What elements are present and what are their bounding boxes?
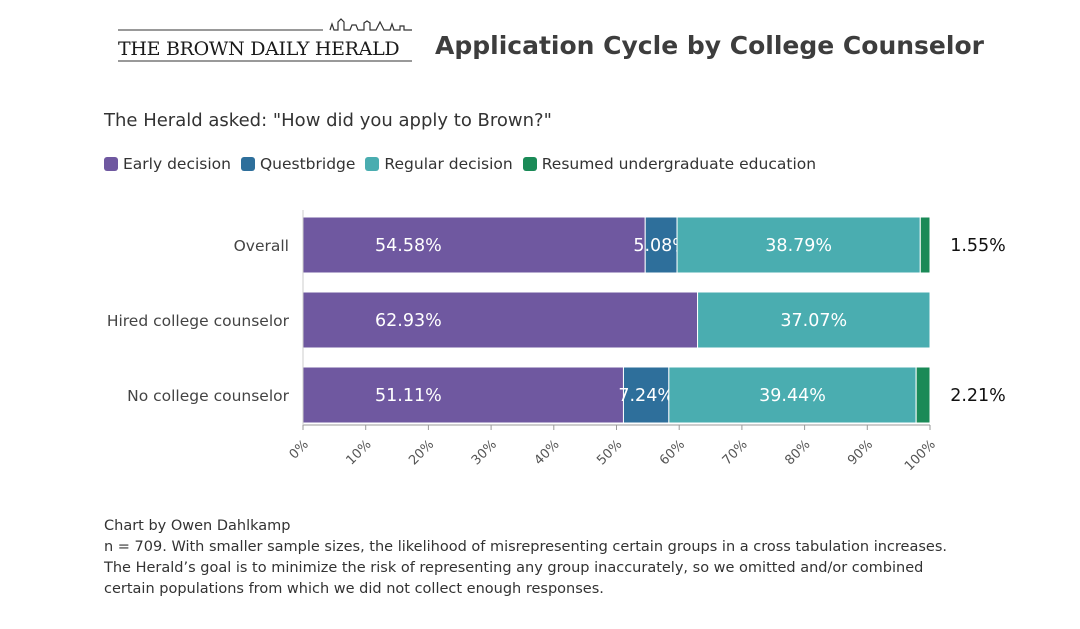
bar-segment	[302, 216, 646, 274]
herald-logo: THE BROWN DAILY HERALD	[118, 18, 412, 64]
x-tick-label: 40%	[532, 437, 563, 468]
chart-title: Application Cycle by College Counselor	[435, 31, 984, 60]
chart-note: n = 709. With smaller sample sizes, the …	[104, 539, 947, 597]
legend-item-0: Early decision	[104, 155, 231, 173]
stacked-bar-chart: Overall 54.58% 5.08% 38.79% 1.55% Hired colle…	[107, 210, 1006, 474]
bar-segment	[302, 366, 624, 424]
bar-segment	[697, 291, 931, 349]
legend-label: Resumed undergraduate education	[541, 155, 817, 173]
x-tick-label: 90%	[845, 437, 876, 468]
bar-segment	[668, 366, 917, 424]
bar-segment	[915, 366, 931, 424]
x-tick-label: 60%	[657, 437, 688, 468]
chart-credit: Chart by Owen Dahlkamp	[104, 518, 291, 534]
legend-item-1: Questbridge	[240, 155, 356, 173]
data-label: 5.08%	[633, 236, 689, 256]
legend-item-3: Resumed undergraduate education	[522, 155, 817, 173]
bar-segment	[919, 216, 931, 274]
legend-swatch	[365, 157, 380, 171]
legend-label: Questbridge	[259, 155, 356, 173]
legend-swatch	[522, 157, 537, 171]
data-label: 62.93%	[375, 311, 442, 331]
category-label: No college counselor	[127, 387, 290, 405]
legend-label: Early decision	[123, 155, 231, 173]
data-label: 51.11%	[375, 386, 442, 406]
x-tick-label: 70%	[720, 437, 751, 468]
x-tick-label: 100%	[902, 437, 939, 474]
chart-footer: Chart by Owen Dahlkamp n = 709. With sma…	[104, 516, 964, 600]
category-label: Overall	[234, 237, 289, 255]
legend-label: Regular decision	[384, 155, 513, 173]
data-label: 37.07%	[780, 311, 847, 331]
logo-masthead: THE BROWN DAILY HERALD	[118, 38, 400, 60]
chart-legend: Early decision Questbridge Regular decisio…	[104, 155, 826, 173]
data-label: 54.58%	[375, 236, 442, 256]
x-tick-label: 0%	[287, 437, 312, 462]
category-label: Hired college counselor	[107, 312, 290, 330]
x-tick-label: 50%	[594, 437, 625, 468]
x-tick-label: 30%	[469, 437, 500, 468]
legend-item-2: Regular decision	[365, 155, 513, 173]
logo-skyline-graphic	[118, 18, 412, 62]
data-label: 7.24%	[618, 386, 674, 406]
chart-subtitle: The Herald asked: "How did you apply to …	[104, 110, 552, 131]
bar-segment	[302, 291, 699, 349]
data-label: 1.55%	[950, 236, 1006, 256]
data-label: 38.79%	[765, 236, 832, 256]
data-label: 39.44%	[759, 386, 826, 406]
legend-swatch	[104, 157, 118, 171]
legend-swatch	[240, 157, 255, 171]
x-tick-label: 10%	[343, 437, 374, 468]
data-label: 2.21%	[950, 386, 1006, 406]
x-tick-label: 80%	[782, 437, 813, 468]
bar-segment	[676, 216, 921, 274]
x-tick-label: 20%	[406, 437, 437, 468]
